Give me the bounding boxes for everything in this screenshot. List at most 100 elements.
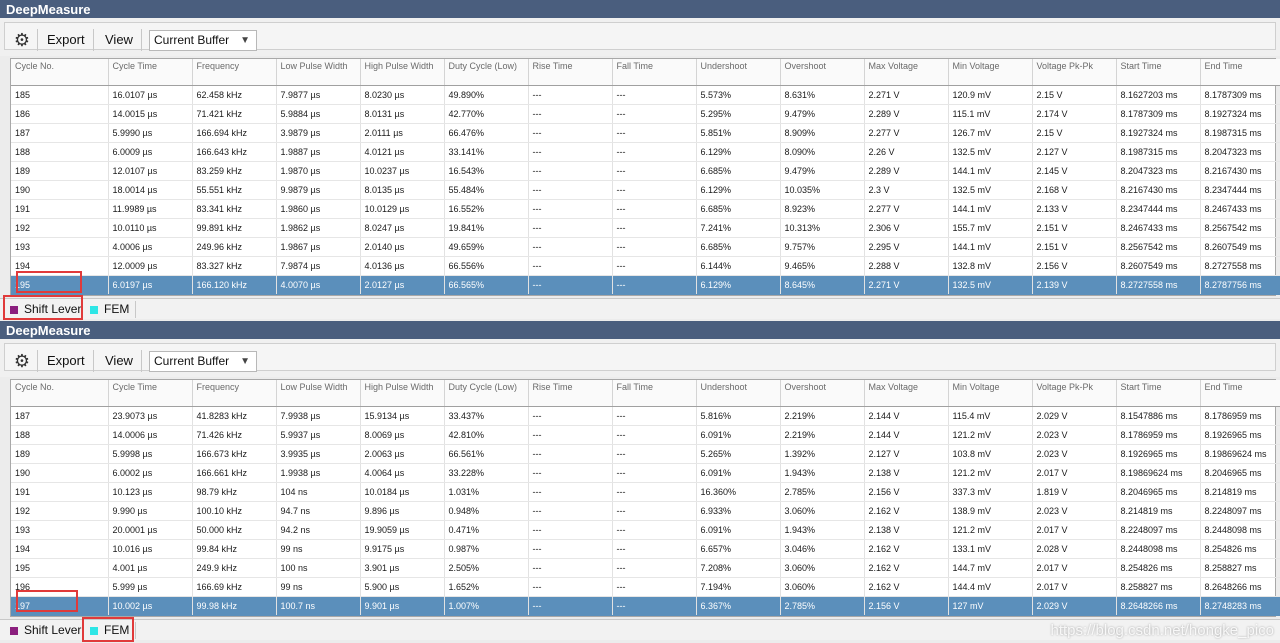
table-cell: 8.1927324 ms	[1200, 104, 1280, 124]
table-row[interactable]: 189 12.0107 µs 83.259 kHz 1.9870 µs 10.0237 …	[11, 161, 1280, 181]
table-row[interactable]: 192 9.990 µs 100.10 kHz 94.7 ns 9.896 µs 0.94…	[11, 501, 1280, 521]
legend-item-shift-lever[interactable]: Shift Lever	[10, 301, 81, 318]
column-header[interactable]: Low Pulse Width	[276, 380, 361, 407]
export-button[interactable]: Export	[47, 353, 85, 368]
table-cell: ---	[612, 558, 697, 578]
column-header[interactable]: Duty Cycle (Low)	[444, 380, 529, 407]
table-row[interactable]: 195 4.001 µs 249.9 kHz 100 ns 3.901 µs 2.505%…	[11, 558, 1280, 578]
column-header[interactable]: Max Voltage	[864, 380, 949, 407]
column-header[interactable]: Start Time	[1116, 59, 1201, 86]
table-cell: 195	[11, 558, 109, 578]
column-header[interactable]: Cycle Time	[108, 59, 193, 86]
table-cell: 8.090%	[780, 142, 865, 162]
table-row[interactable]: 187 5.9990 µs 166.694 kHz 3.9879 µs 2.0111 µ…	[11, 123, 1280, 143]
column-header[interactable]: Frequency	[192, 59, 277, 86]
table-row[interactable]: 193 20.0001 µs 50.000 kHz 94.2 ns 19.9059 µs…	[11, 520, 1280, 540]
legend-item-shift-lever[interactable]: Shift Lever	[10, 622, 81, 639]
table-cell: 4.0070 µs	[276, 275, 361, 295]
column-header[interactable]: Overshoot	[780, 59, 865, 86]
column-header[interactable]: Rise Time	[528, 380, 613, 407]
legend-item-fem[interactable]: FEM	[90, 301, 129, 318]
table-cell: 55.484%	[444, 180, 529, 200]
table-cell: 120.9 mV	[948, 85, 1033, 105]
gear-icon[interactable]: ⚙	[13, 351, 31, 371]
column-header[interactable]: Max Voltage	[864, 59, 949, 86]
column-header[interactable]: Voltage Pk-Pk	[1032, 59, 1117, 86]
table-cell: ---	[528, 218, 613, 238]
table-cell: 190	[11, 180, 109, 200]
column-header[interactable]: Cycle No.	[11, 59, 109, 86]
column-header[interactable]: End Time	[1200, 380, 1280, 407]
table-cell: 2.785%	[780, 596, 865, 616]
column-header[interactable]: Fall Time	[612, 59, 697, 86]
table-cell: 66.565%	[444, 275, 529, 295]
table-cell: 2.156 V	[864, 596, 949, 616]
column-header[interactable]: Undershoot	[696, 380, 781, 407]
table-row[interactable]: 195 6.0197 µs 166.120 kHz 4.0070 µs 2.0127 µ…	[11, 275, 1280, 295]
table-cell: 2.26 V	[864, 142, 949, 162]
table-cell: 3.060%	[780, 577, 865, 597]
column-header[interactable]: Start Time	[1116, 380, 1201, 407]
table-row[interactable]: 194 12.0009 µs 83.327 kHz 7.9874 µs 4.0136 µ…	[11, 256, 1280, 276]
column-header[interactable]: Rise Time	[528, 59, 613, 86]
table-row[interactable]: 197 10.002 µs 99.98 kHz 100.7 ns 9.901 µs 1.0…	[11, 596, 1280, 616]
column-header[interactable]: Cycle No.	[11, 380, 109, 407]
table-cell: 8.2448098 ms	[1200, 520, 1280, 540]
buffer-select[interactable]: Current Buffer ▼	[149, 30, 257, 51]
table-cell: 10.0184 µs	[360, 482, 445, 502]
column-header[interactable]: Min Voltage	[948, 380, 1033, 407]
column-header[interactable]: Frequency	[192, 380, 277, 407]
column-header[interactable]: Min Voltage	[948, 59, 1033, 86]
table-cell: 10.0110 µs	[108, 218, 193, 238]
table-cell: 1.943%	[780, 520, 865, 540]
buffer-select[interactable]: Current Buffer ▼	[149, 351, 257, 372]
table-cell: ---	[612, 501, 697, 521]
table-row[interactable]: 185 16.0107 µs 62.458 kHz 7.9877 µs 8.0230 µ…	[11, 85, 1280, 105]
table-row[interactable]: 193 4.0006 µs 249.96 kHz 1.9867 µs 2.0140 µs…	[11, 237, 1280, 257]
view-button[interactable]: View	[105, 353, 133, 368]
legend-item-fem[interactable]: FEM	[90, 622, 129, 639]
table-cell: 20.0001 µs	[108, 520, 193, 540]
table-cell: 8.1786959 ms	[1200, 406, 1280, 426]
table-cell: 1.819 V	[1032, 482, 1117, 502]
table-row[interactable]: 189 5.9998 µs 166.673 kHz 3.9935 µs 2.0063 µ…	[11, 444, 1280, 464]
table-cell: ---	[612, 520, 697, 540]
table-cell: 189	[11, 444, 109, 464]
table-cell: 8.2467433 ms	[1116, 218, 1201, 238]
table-cell: 1.392%	[780, 444, 865, 464]
table-row[interactable]: 191 11.9989 µs 83.341 kHz 1.9860 µs 10.0129 …	[11, 199, 1280, 219]
column-header[interactable]: Cycle Time	[108, 380, 193, 407]
column-header[interactable]: High Pulse Width	[360, 59, 445, 86]
table-cell: 19.9059 µs	[360, 520, 445, 540]
view-button[interactable]: View	[105, 32, 133, 47]
export-button[interactable]: Export	[47, 32, 85, 47]
column-header[interactable]: Overshoot	[780, 380, 865, 407]
table-row[interactable]: 191 10.123 µs 98.79 kHz 104 ns 10.0184 µs 1.0…	[11, 482, 1280, 502]
table-cell: 193	[11, 520, 109, 540]
table-cell: 10.016 µs	[108, 539, 193, 559]
table-row[interactable]: 188 14.0006 µs 71.426 kHz 5.9937 µs 8.0069 µ…	[11, 425, 1280, 445]
table-cell: ---	[612, 539, 697, 559]
table-row[interactable]: 187 23.9073 µs 41.8283 kHz 7.9938 µs 15.9134…	[11, 406, 1280, 426]
table-row[interactable]: 192 10.0110 µs 99.891 kHz 1.9862 µs 8.0247 µ…	[11, 218, 1280, 238]
table-row[interactable]: 190 18.0014 µs 55.551 kHz 9.9879 µs 8.0135 µ…	[11, 180, 1280, 200]
table-cell: 2.133 V	[1032, 199, 1117, 219]
toolbar-divider	[37, 29, 38, 51]
table-row[interactable]: 190 6.0002 µs 166.661 kHz 1.9938 µs 4.0064 µ…	[11, 463, 1280, 483]
column-header[interactable]: Undershoot	[696, 59, 781, 86]
table-row[interactable]: 186 14.0015 µs 71.421 kHz 5.9884 µs 8.0131 µ…	[11, 104, 1280, 124]
table-cell: 2.505%	[444, 558, 529, 578]
column-header[interactable]: Low Pulse Width	[276, 59, 361, 86]
column-header[interactable]: High Pulse Width	[360, 380, 445, 407]
table-cell: ---	[612, 123, 697, 143]
measurement-table[interactable]: Cycle No. Cycle Time Frequency Low Pulse Wi…	[10, 58, 1280, 296]
table-row[interactable]: 194 10.016 µs 99.84 kHz 99 ns 9.9175 µs 0.987…	[11, 539, 1280, 559]
table-row[interactable]: 196 5.999 µs 166.69 kHz 99 ns 5.900 µs 1.652%…	[11, 577, 1280, 597]
column-header[interactable]: End Time	[1200, 59, 1280, 86]
column-header[interactable]: Fall Time	[612, 380, 697, 407]
column-header[interactable]: Voltage Pk-Pk	[1032, 380, 1117, 407]
column-header[interactable]: Duty Cycle (Low)	[444, 59, 529, 86]
table-row[interactable]: 188 6.0009 µs 166.643 kHz 1.9887 µs 4.0121 µ…	[11, 142, 1280, 162]
gear-icon[interactable]: ⚙	[13, 30, 31, 50]
measurement-table[interactable]: Cycle No. Cycle Time Frequency Low Pulse Wi…	[10, 379, 1280, 617]
